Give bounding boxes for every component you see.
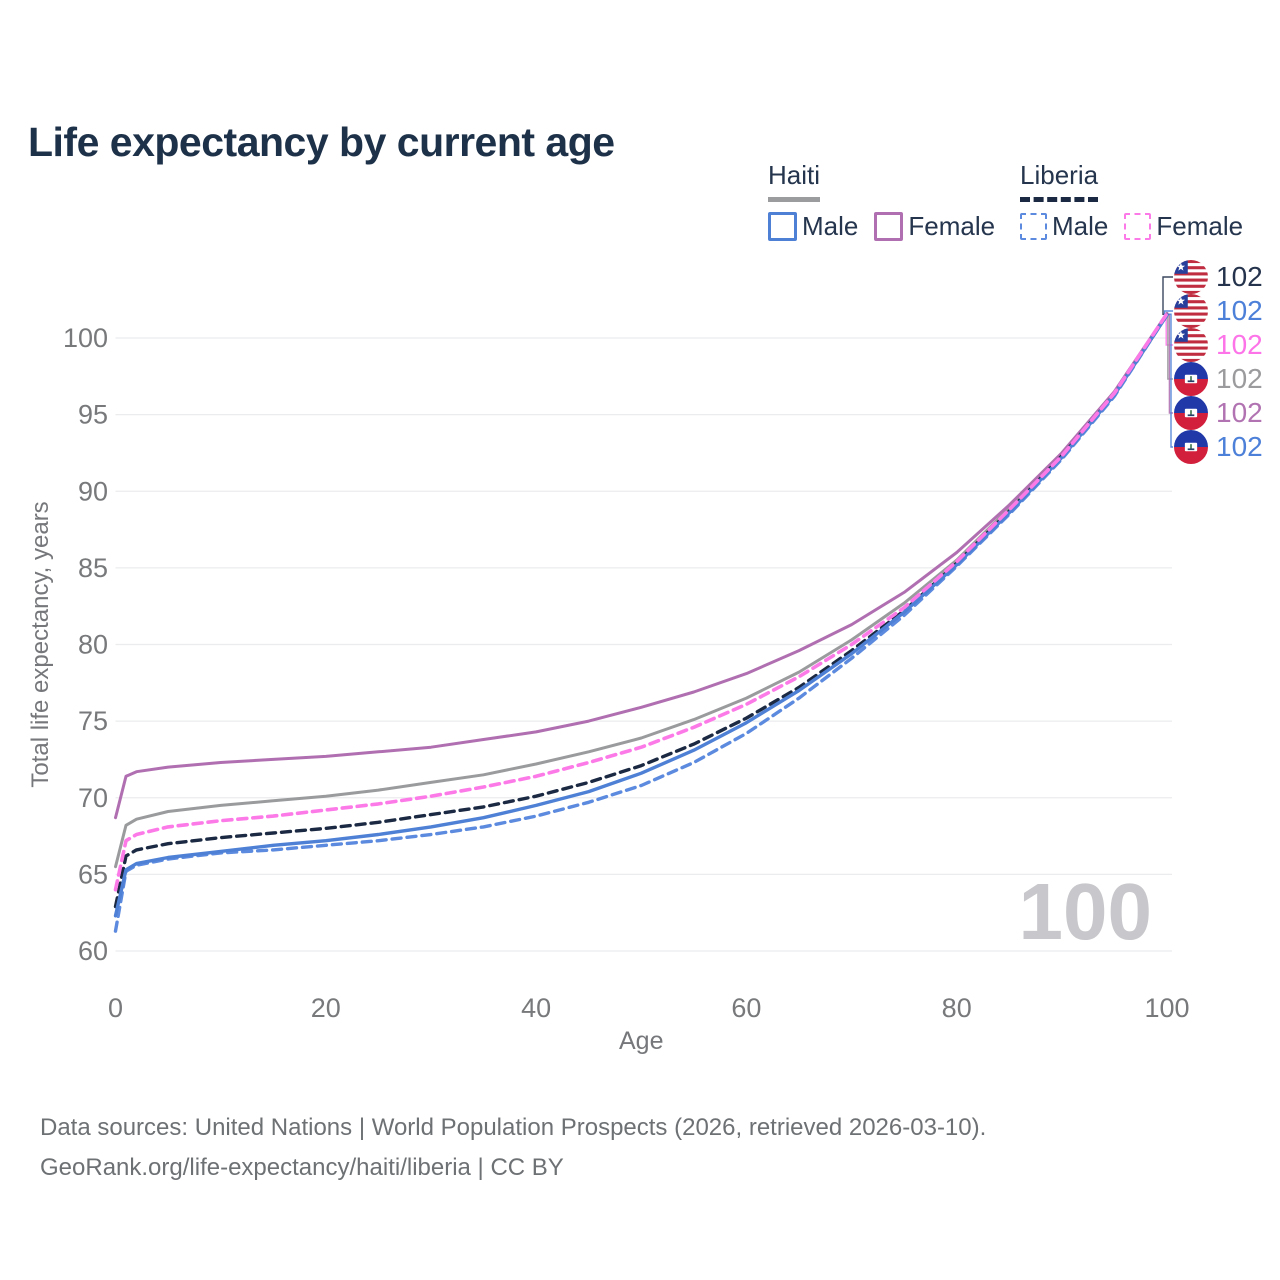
y-axis-title: Total life expectancy, years — [27, 501, 54, 787]
y-tick-label: 70 — [78, 783, 108, 813]
legend-item-haiti-male[interactable]: Male — [768, 211, 858, 242]
footer-attribution: GeoRank.org/life-expectancy/haiti/liberi… — [40, 1154, 564, 1181]
legend: Haiti Male Female Liberia Male — [0, 0, 1280, 250]
y-tick-label: 95 — [78, 400, 108, 430]
x-axis-title: Age — [619, 1027, 663, 1055]
legend-item-label: Female — [1156, 211, 1244, 241]
x-tick-label: 0 — [108, 993, 123, 1023]
haiti-male-swatch-icon — [768, 212, 797, 241]
y-tick-label: 100 — [63, 323, 108, 353]
series-line-haiti_male[interactable] — [113, 313, 1169, 918]
x-tick-label: 60 — [731, 993, 761, 1023]
legend-item-label: Male — [802, 211, 859, 241]
footer: Data sources: United Nations | World Pop… — [40, 1108, 986, 1188]
legend-item-haiti-female[interactable]: Female — [874, 211, 995, 242]
page-title: Life expectancy by current age — [28, 119, 615, 166]
x-tick-label: 40 — [521, 993, 551, 1023]
legend-item-liberia-female[interactable]: Female — [1124, 211, 1243, 242]
x-tick-label: 80 — [942, 993, 972, 1023]
legend-item-liberia-male[interactable]: Male — [1020, 211, 1108, 242]
end-label-connector — [1167, 313, 1173, 448]
liberia-male-swatch-icon — [1020, 213, 1047, 240]
legend-country-haiti: Haiti — [768, 160, 821, 202]
legend-group-haiti: Haiti Male Female — [768, 160, 1011, 242]
y-tick-label: 65 — [78, 859, 108, 889]
y-tick-label: 75 — [78, 706, 108, 736]
legend-group-liberia: Liberia Male Female — [1020, 160, 1259, 242]
x-tick-label: 20 — [311, 993, 341, 1023]
x-tick-label: 100 — [1144, 993, 1189, 1023]
haiti-female-swatch-icon — [874, 212, 904, 241]
y-tick-label: 90 — [78, 476, 108, 506]
series-line-liberia_male[interactable] — [113, 313, 1169, 933]
y-tick-label: 80 — [78, 630, 108, 660]
y-tick-label: 85 — [78, 553, 108, 583]
series-line-liberia_female[interactable] — [113, 311, 1169, 892]
y-tick-label: 60 — [78, 936, 108, 966]
legend-country-liberia: Liberia — [1020, 160, 1099, 202]
legend-item-label: Female — [908, 211, 996, 241]
end-label-connector — [1162, 276, 1173, 315]
footer-sources: Data sources: United Nations | World Pop… — [40, 1114, 987, 1141]
series-line-haiti_female[interactable] — [114, 312, 1169, 820]
age-watermark: 100 — [1018, 867, 1152, 956]
liberia-female-swatch-icon — [1124, 213, 1152, 240]
legend-item-label: Male — [1052, 211, 1109, 241]
